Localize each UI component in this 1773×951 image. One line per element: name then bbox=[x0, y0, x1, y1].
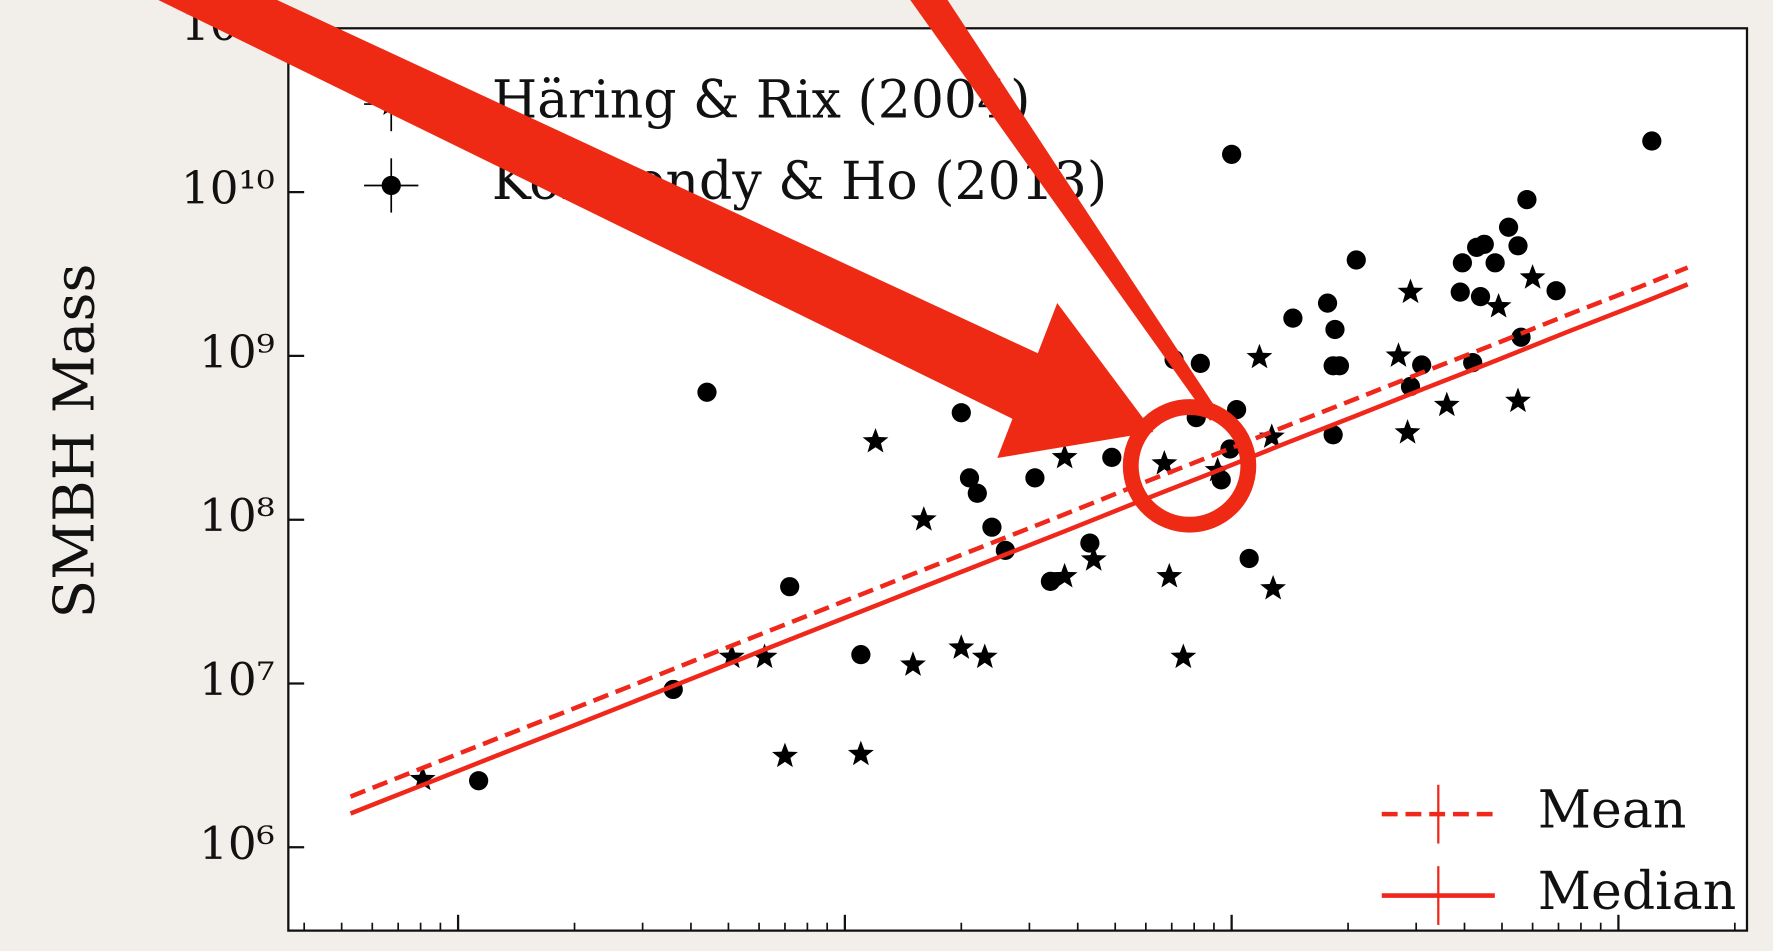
circle-point bbox=[1283, 308, 1303, 328]
circle-point bbox=[982, 517, 1002, 537]
arrowhead bbox=[997, 303, 1154, 458]
circle-point bbox=[1450, 282, 1470, 302]
line bbox=[349, 282, 1689, 816]
circle-point bbox=[959, 468, 980, 488]
circle-point bbox=[1517, 189, 1537, 210]
star-point bbox=[1080, 546, 1107, 571]
marks bbox=[288, 27, 1736, 931]
star-point bbox=[1051, 562, 1078, 588]
star-point bbox=[1051, 443, 1078, 469]
circle-point bbox=[1102, 447, 1122, 468]
circle-point bbox=[1346, 250, 1366, 270]
circle-point bbox=[1317, 293, 1338, 313]
star-point bbox=[1433, 391, 1460, 417]
circle-point bbox=[1485, 253, 1505, 273]
circle-point bbox=[1211, 470, 1231, 490]
star-point bbox=[1246, 343, 1273, 369]
star-point bbox=[862, 428, 889, 453]
star-point bbox=[1397, 278, 1424, 304]
circle-point bbox=[1329, 356, 1350, 376]
circle-point bbox=[1508, 236, 1528, 256]
circle-point bbox=[1470, 287, 1491, 307]
circle-point bbox=[1642, 131, 1662, 151]
circle-point bbox=[967, 483, 987, 503]
star-point bbox=[910, 506, 937, 531]
circle-point bbox=[1239, 548, 1259, 569]
star-point bbox=[1394, 419, 1421, 444]
legend-label: Median bbox=[1538, 862, 1736, 922]
legend-label: Häring & Rix (2004) bbox=[492, 71, 1031, 131]
star-point bbox=[948, 634, 975, 659]
y-tick-label: 10¹⁰ bbox=[181, 162, 275, 215]
y-tick-label: 10⁹ bbox=[199, 325, 275, 378]
circle-point bbox=[1323, 425, 1343, 445]
circle-point bbox=[1080, 533, 1100, 553]
circle-point bbox=[1546, 281, 1566, 301]
circle-point bbox=[851, 645, 871, 665]
star-point bbox=[772, 742, 798, 768]
circle-point bbox=[1498, 217, 1519, 237]
star-point bbox=[718, 643, 745, 669]
circle-point bbox=[1025, 468, 1045, 488]
star-point bbox=[1260, 575, 1286, 600]
circle-point bbox=[951, 403, 971, 423]
circle-point bbox=[1190, 353, 1210, 374]
highlight-circle bbox=[1122, 399, 1257, 533]
star-point bbox=[1170, 643, 1197, 669]
circle-point bbox=[1222, 144, 1242, 164]
circle-point bbox=[1412, 355, 1432, 375]
star-point bbox=[1519, 264, 1546, 289]
star-point bbox=[1156, 562, 1183, 588]
star-point bbox=[1505, 387, 1531, 413]
star-point bbox=[1151, 450, 1178, 475]
y-tick-label: 10⁸ bbox=[199, 489, 275, 542]
annotation bbox=[158, 0, 1257, 533]
y-tick-label: 10⁶ bbox=[199, 817, 275, 870]
legend-marker bbox=[381, 175, 401, 196]
star-point bbox=[1258, 423, 1285, 448]
circle-point bbox=[469, 771, 489, 791]
star-point bbox=[971, 643, 998, 669]
y-axis-label: SMBH Mass bbox=[43, 264, 108, 619]
arrow bbox=[158, 0, 1069, 425]
star-point bbox=[1385, 342, 1412, 367]
y-tick-label: 10⁷ bbox=[199, 653, 275, 706]
circle-point bbox=[1325, 319, 1345, 340]
circle-point bbox=[1474, 234, 1494, 254]
star-point bbox=[751, 643, 778, 669]
arrow bbox=[910, 0, 1222, 421]
star-point bbox=[1485, 292, 1512, 318]
line bbox=[349, 265, 1689, 799]
circle-point bbox=[1452, 253, 1473, 273]
star-point bbox=[847, 740, 874, 766]
star-point bbox=[900, 651, 926, 676]
circle-point bbox=[1040, 571, 1061, 592]
circle-point bbox=[697, 382, 717, 402]
circle-point bbox=[780, 577, 800, 597]
legend-label: Mean bbox=[1538, 781, 1687, 841]
star-point bbox=[409, 765, 436, 791]
